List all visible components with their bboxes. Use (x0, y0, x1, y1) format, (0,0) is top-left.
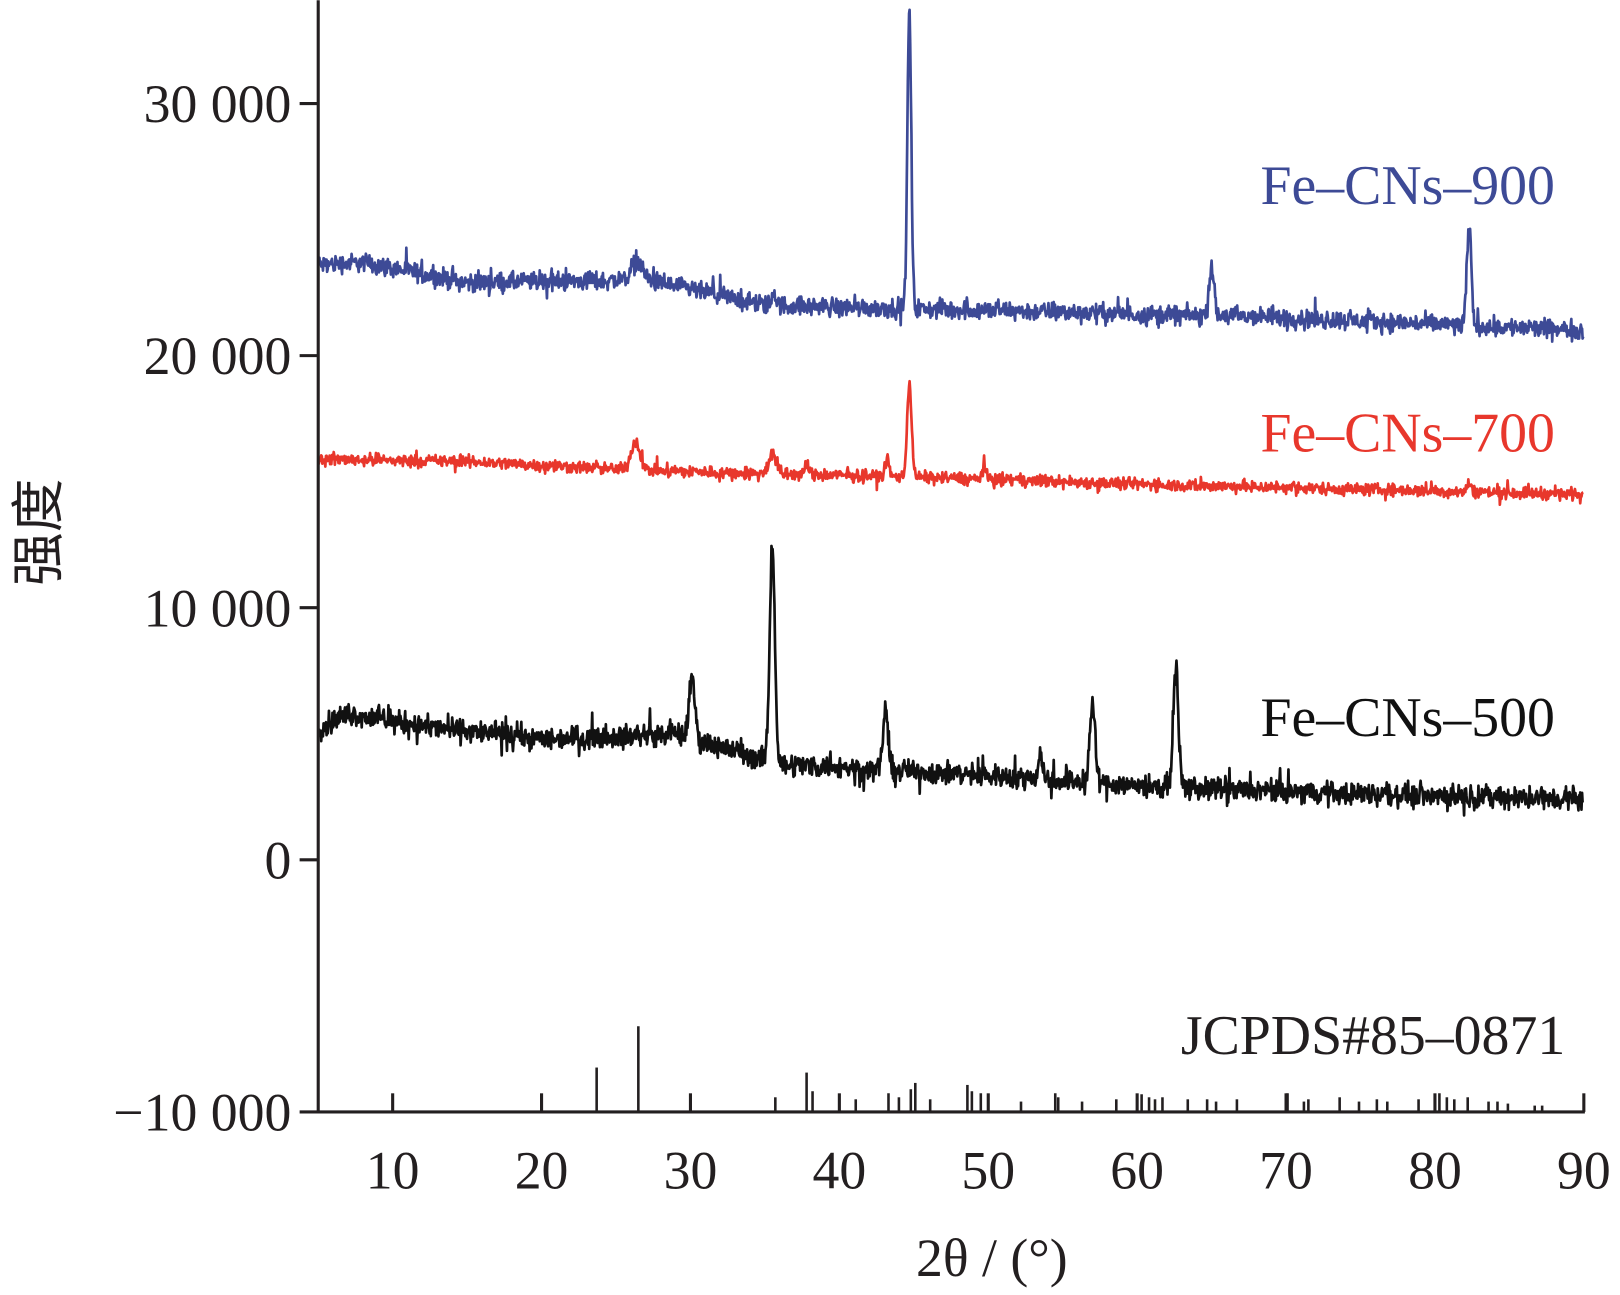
x-tick-label: 90 (1557, 1140, 1611, 1200)
y-tick-label: 20 000 (144, 326, 292, 386)
reference-sticks (595, 1026, 1544, 1112)
y-tick-label: 0 (264, 830, 291, 890)
x-tick-label: 40 (812, 1140, 866, 1200)
ticks: 10 20 30 40 50 60 70 80 90 −10 000 0 10 000 20 000 30… (113, 74, 1610, 1200)
x-tick-label: 60 (1110, 1140, 1164, 1200)
series-layer (318, 8, 1585, 817)
x-tick-label: 20 (515, 1140, 569, 1200)
x-tick-label: 70 (1259, 1140, 1313, 1200)
y-tick-label: 10 000 (144, 578, 292, 638)
series-label-700: Fe–CNs–700 (1260, 403, 1554, 465)
x-tick-label: 80 (1408, 1140, 1462, 1200)
y-tick-label: 30 000 (144, 74, 292, 134)
y-axis-label: 强度 (9, 479, 69, 586)
y-tick-label: −10 000 (113, 1083, 291, 1143)
x-tick-label: 50 (961, 1140, 1015, 1200)
series-line-0 (318, 8, 1585, 343)
series-line-1 (318, 379, 1584, 507)
x-axis-label: 2θ / (°) (916, 1228, 1068, 1288)
series-label-900: Fe–CNs–900 (1260, 155, 1554, 217)
x-tick-label: 10 (366, 1140, 420, 1200)
series-line-2 (318, 544, 1584, 817)
axes (316, 0, 1585, 1114)
reference-label: JCPDS#85–0871 (1181, 1005, 1565, 1067)
x-tick-label: 30 (664, 1140, 718, 1200)
series-label-500: Fe–CNs–500 (1260, 687, 1554, 749)
